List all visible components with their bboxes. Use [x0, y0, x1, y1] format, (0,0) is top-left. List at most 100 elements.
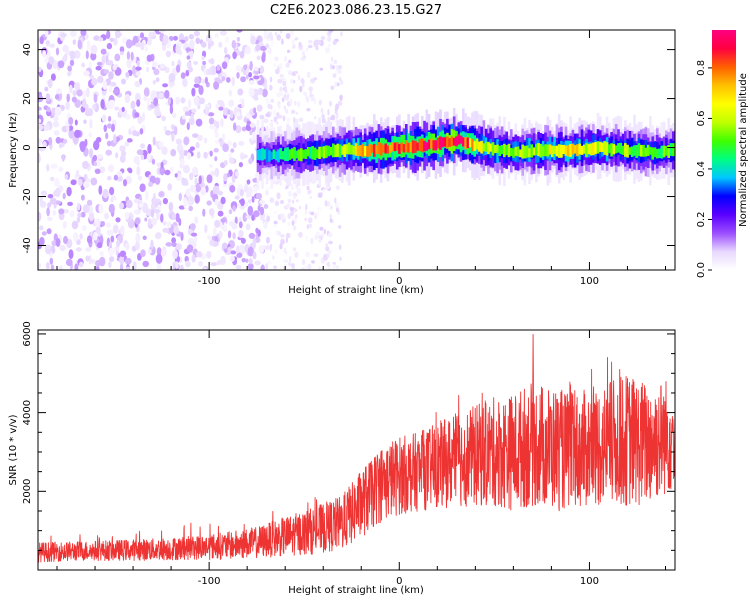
heatmap-noise-cell [229, 255, 235, 262]
heatmap-noise-cell [108, 85, 113, 92]
heatmap-noise-cell [46, 164, 50, 172]
heatmap-noise-cell [67, 71, 72, 77]
heatmap-noise-cell [71, 96, 77, 103]
heatmap-sparse-cell [287, 198, 292, 203]
heatmap-noise-cell [95, 218, 101, 228]
heatmap-ridge-cell [363, 146, 367, 157]
heatmap-noise-cell [253, 107, 257, 114]
heatmap-noise-cell [114, 53, 121, 62]
chart-title: C2E6.2023.086.23.15.G27 [270, 3, 442, 18]
heatmap-sparse-cell [307, 44, 313, 49]
heatmap-sparse-cell [273, 62, 276, 68]
heatmap-noise-cell [204, 106, 210, 116]
heatmap-noise-cell [83, 180, 90, 189]
heatmap-noise-cell [45, 40, 50, 45]
heatmap-noise-cell [218, 190, 223, 196]
heatmap-noise-cell [135, 42, 142, 48]
heatmap-sparse-cell [271, 40, 274, 46]
heatmap-sparse-cell [282, 115, 286, 122]
heatmap-noise-cell [186, 55, 191, 60]
heatmap-ridge-cell [341, 145, 344, 155]
heatmap-noise-cell [126, 138, 133, 143]
heatmap-noise-cell [44, 86, 49, 92]
heatmap-ridge-cell [309, 147, 312, 159]
heatmap-noise-cell [182, 115, 186, 120]
heatmap-ridge-cell [478, 141, 481, 152]
heatmap-noise-cell [171, 242, 177, 247]
heatmap-noise-cell [162, 44, 167, 52]
heatmap-ridge-cell [395, 142, 399, 151]
heatmap-noise-cell [54, 177, 60, 188]
heatmap-sparse-cell [329, 214, 332, 219]
heatmap-ridge-cell [496, 144, 499, 153]
heatmap-ridge-cell [336, 143, 340, 157]
heatmap-ridge-cell [619, 142, 623, 154]
heatmap-noise-cell [173, 225, 179, 235]
heatmap-noise-cell [99, 250, 105, 257]
heatmap-noise-cell [233, 122, 237, 131]
heatmap-sparse-cell [318, 265, 321, 270]
heatmap-noise-cell [208, 117, 215, 125]
heatmap-noise-cell [169, 166, 174, 174]
heatmap-noise-cell [137, 175, 143, 181]
heatmap-noise-cell [236, 36, 240, 42]
heatmap-sparse-cell [310, 95, 315, 102]
heatmap-noise-cell [113, 134, 117, 144]
heatmap-sparse-cell [323, 253, 328, 261]
heatmap-sparse-cell [275, 56, 279, 62]
heatmap-noise-cell [242, 212, 248, 223]
heatmap-sparse-cell [328, 232, 333, 238]
heatmap-ridge-cell [594, 142, 597, 154]
heatmap-noise-cell [59, 244, 66, 252]
heatmap-sparse-cell [303, 91, 308, 96]
colorbar-tick-label: 0.6 [696, 110, 707, 126]
heatmap-noise-cell [133, 198, 141, 204]
heatmap-noise-cell [191, 254, 196, 263]
heatmap-noise-cell [201, 55, 205, 61]
heatmap-noise-cell [165, 50, 172, 58]
heatmap-noise-cell [221, 61, 228, 70]
heatmap-noise-cell [72, 232, 79, 242]
heatmap-noise-cell [170, 149, 177, 157]
spectrogram-y-tick-label: -20 [22, 188, 33, 204]
heatmap-noise-cell [113, 174, 119, 181]
heatmap-sparse-cell [307, 217, 313, 224]
heatmap-noise-cell [58, 208, 65, 215]
heatmap-sparse-cell [317, 192, 323, 198]
heatmap-noise-cell [209, 66, 212, 76]
heatmap-sparse-cell [304, 209, 307, 215]
heatmap-noise-cell [245, 74, 249, 80]
heatmap-noise-cell [147, 248, 152, 254]
heatmap-noise-cell [202, 60, 207, 66]
heatmap-noise-cell [144, 46, 149, 52]
heatmap-noise-cell [66, 124, 70, 133]
heatmap-noise-cell [132, 130, 138, 137]
heatmap-noise-cell [64, 174, 69, 180]
heatmap-noise-cell [236, 245, 240, 254]
heatmap-noise-cell [45, 262, 50, 270]
heatmap-ridge-cell [391, 142, 394, 152]
heatmap-noise-cell [172, 249, 179, 259]
heatmap-ridge-cell [537, 143, 540, 157]
heatmap-noise-cell [134, 209, 139, 215]
heatmap-noise-cell [124, 257, 132, 265]
heatmap-noise-cell [183, 136, 190, 146]
heatmap-ridge-cell [405, 140, 408, 153]
heatmap-noise-cell [195, 37, 201, 45]
heatmap-noise-cell [55, 238, 61, 247]
heatmap-noise-cell [117, 170, 123, 177]
heatmap-ridge-cell [564, 145, 568, 156]
heatmap-sparse-cell [279, 243, 283, 250]
heatmap-noise-cell [104, 212, 109, 220]
heatmap-noise-cell [185, 188, 191, 198]
heatmap-noise-cell [148, 181, 154, 187]
heatmap-sparse-cell [274, 32, 278, 36]
heatmap-sparse-cell [310, 78, 316, 84]
heatmap-noise-cell [228, 209, 233, 215]
heatmap-noise-cell [190, 113, 195, 119]
heatmap-noise-cell [214, 132, 219, 139]
heatmap-noise-cell [121, 106, 125, 112]
heatmap-noise-cell [91, 77, 98, 86]
heatmap-ridge-cell [375, 145, 378, 155]
